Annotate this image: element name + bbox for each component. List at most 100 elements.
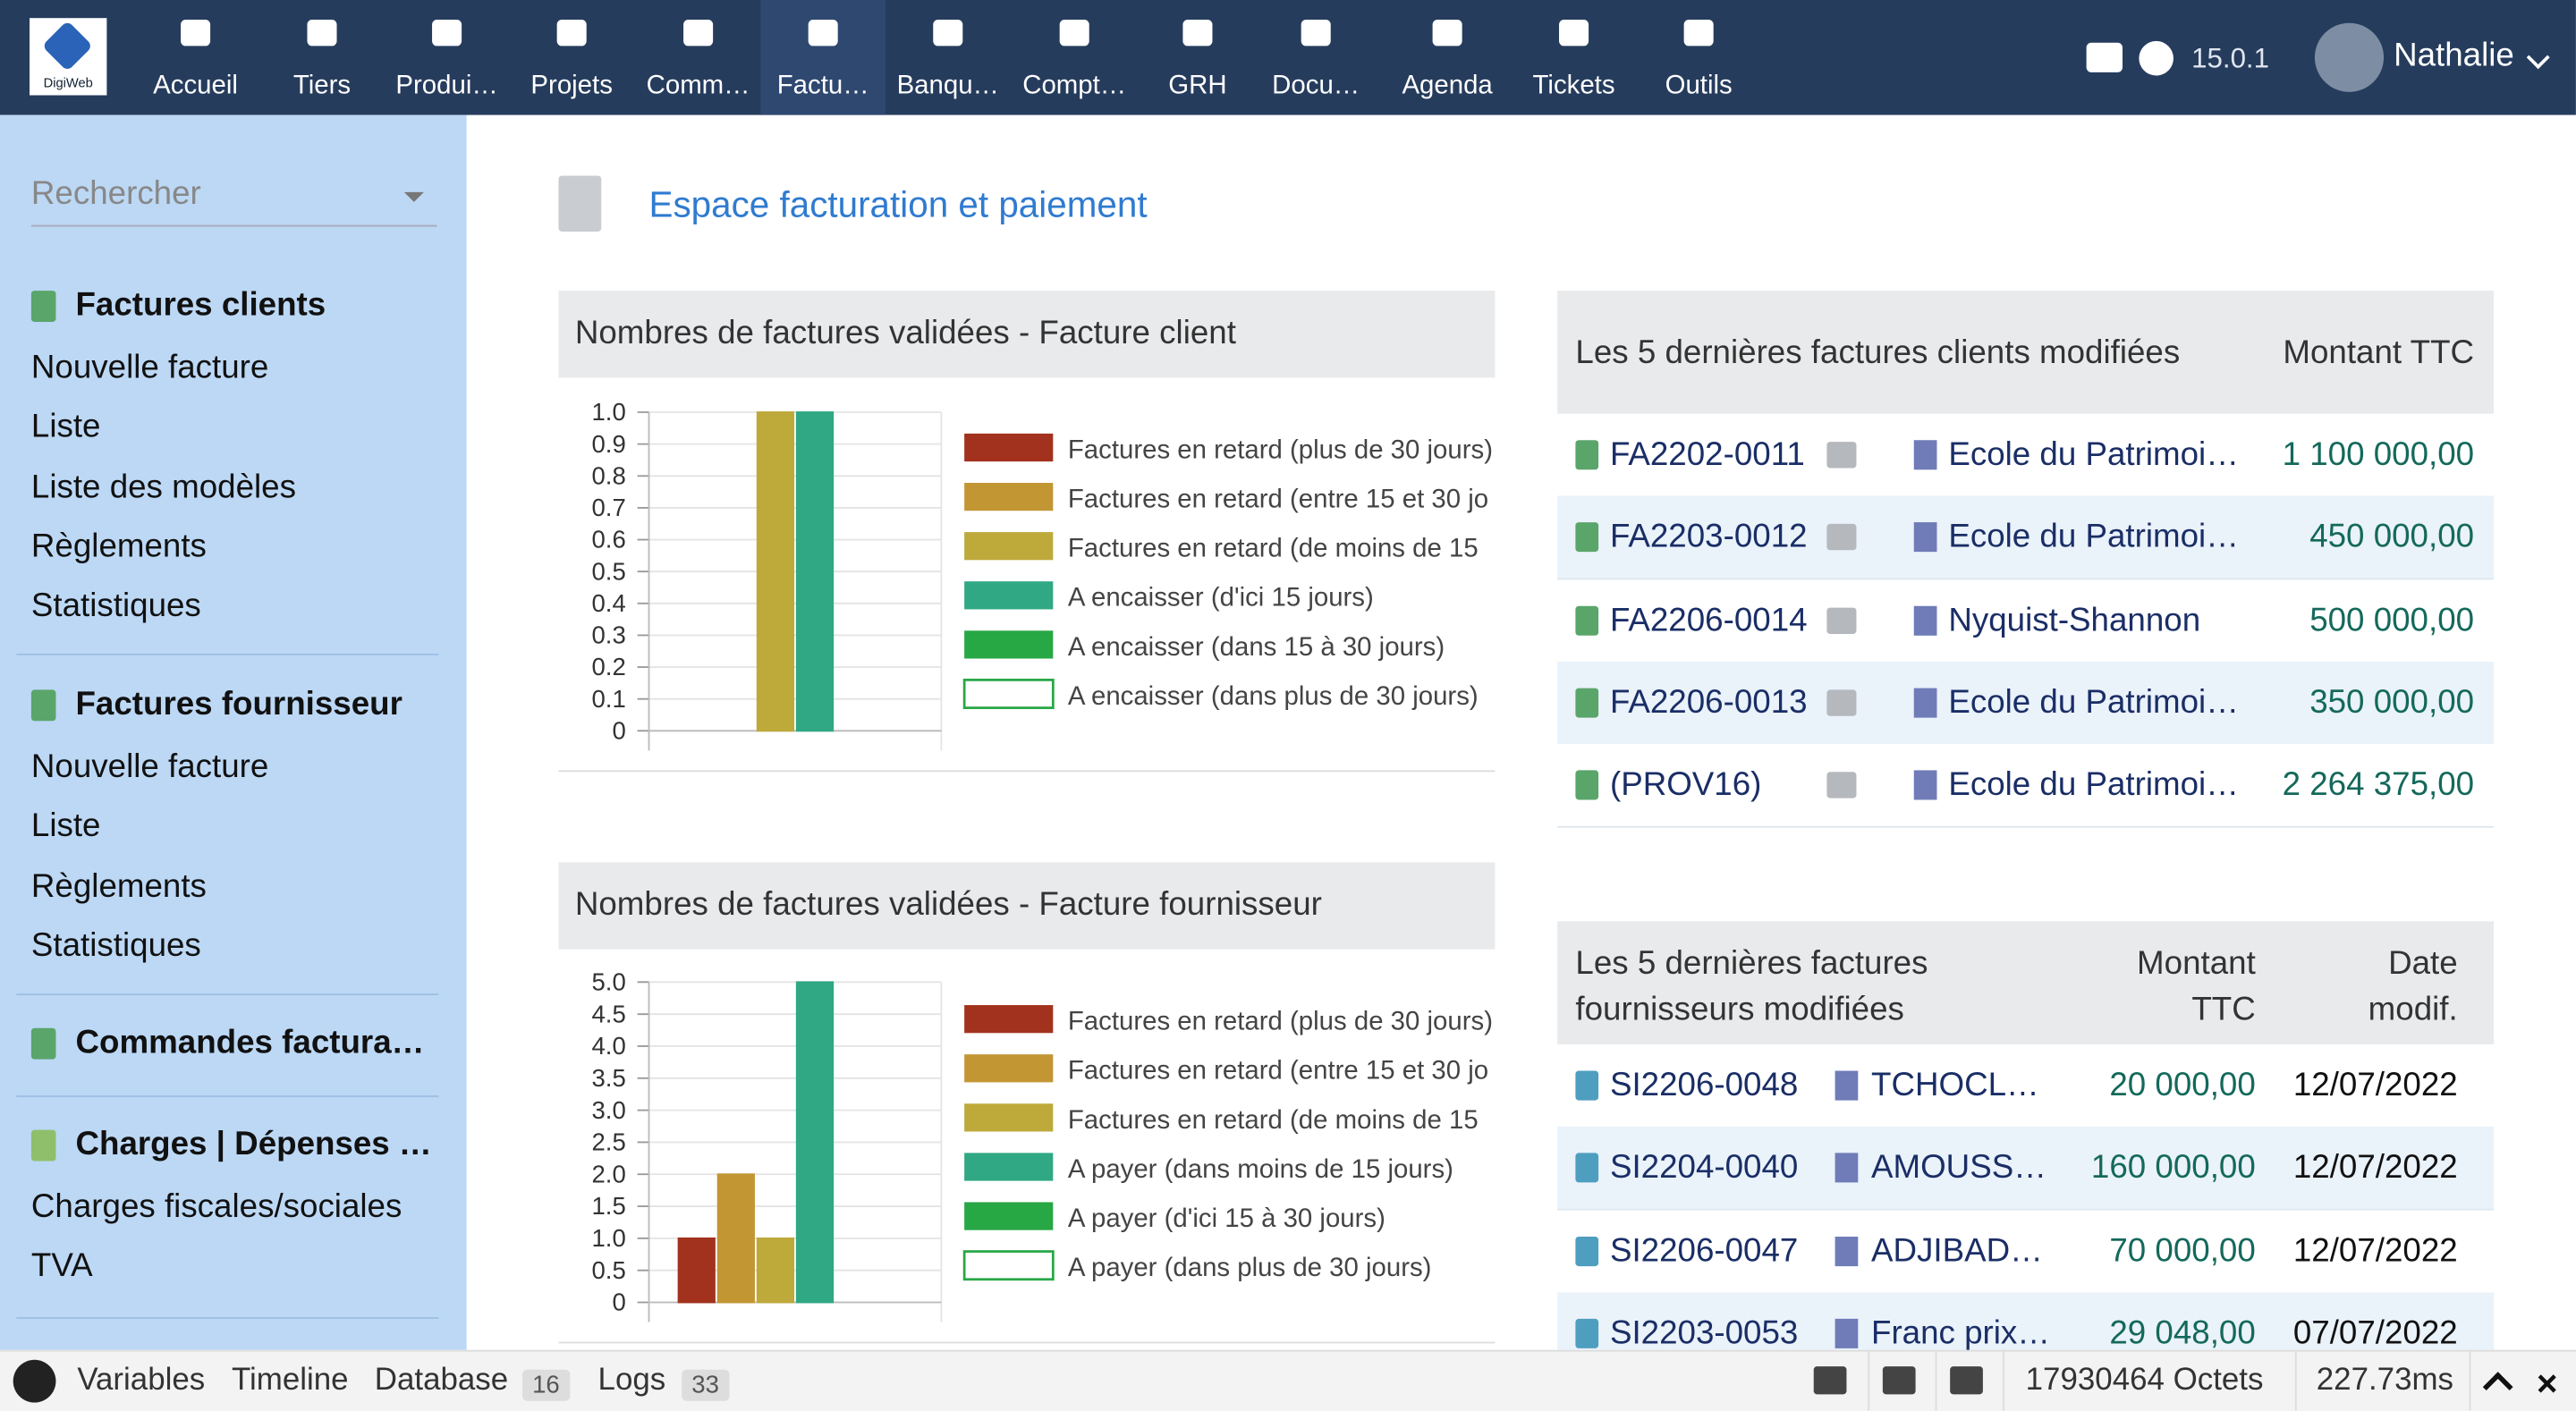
company-name[interactable]: ADJIBAD… [1871,1232,2043,1270]
menu-link[interactable]: Statistiques [30,587,201,625]
bar [795,981,835,1304]
logo[interactable]: DigiWeb [30,18,107,96]
debug-separator [2002,1349,2004,1411]
bar [677,1237,716,1304]
download-icon[interactable] [1826,524,1857,551]
menu-item[interactable]: Compt… [1022,72,1127,101]
chart-header [558,862,1496,950]
company-name[interactable]: TCHOCL… [1871,1067,2039,1104]
company-name[interactable]: Nyquist-Shannon [1948,602,2201,638]
legend-swatch [964,1153,1054,1181]
download-icon[interactable] [1826,689,1857,716]
menu-link[interactable]: Règlements [30,867,207,905]
menu-item[interactable]: Factu… [776,72,869,101]
user-name[interactable]: Nathalie [2394,38,2514,74]
company-name[interactable]: Franc prix… [1871,1314,2051,1352]
company-name[interactable]: Ecole du Patrimoi… [1948,436,2239,473]
section-title[interactable]: Commandes factura… [75,1025,425,1061]
invoice-ref[interactable]: FA2206-0013 [1609,684,1808,722]
menu-link[interactable]: Nouvelle facture [30,350,269,386]
menu-link[interactable]: TVA [30,1248,93,1285]
invoice-ref[interactable]: SI2203-0053 [1609,1314,1799,1352]
download-icon[interactable] [1826,772,1857,798]
debug-tab[interactable]: Database [374,1363,509,1398]
y-tick-label: 0.3 [591,621,625,649]
menu-link[interactable]: Liste des modèles [30,469,296,505]
debug-icon[interactable] [1882,1366,1916,1395]
debug-icon[interactable] [1950,1366,1983,1395]
menu-link[interactable]: Statistiques [30,927,201,964]
table-header [1557,921,2495,1045]
amount: 70 000,00 [2109,1232,2256,1270]
company-name[interactable]: Ecole du Patrimoi… [1948,519,2239,556]
menu-item[interactable]: Produi… [395,72,498,101]
menu-item[interactable]: Agenda [1402,72,1493,101]
menu-link[interactable]: Charges fiscales/sociales [30,1188,402,1226]
debug-tab[interactable]: Timeline [231,1363,349,1398]
company-icon [1913,688,1937,718]
menu-item[interactable]: Projets [530,72,613,101]
menu-link[interactable]: Liste [30,808,101,845]
search-input[interactable]: Rechercher [30,176,437,227]
download-icon[interactable] [1826,606,1857,634]
logo-mark [41,20,93,72]
legend-swatch [962,1250,1055,1281]
print-icon[interactable] [2086,42,2123,72]
y-tick-label: 3.5 [591,1064,625,1092]
legend-label: A payer (dans plus de 30 jours) [1068,1253,1432,1282]
chart-panel [558,291,1496,773]
section-title[interactable]: Factures fournisseur [75,686,402,723]
badge: 16 [522,1369,570,1401]
invoice-ref[interactable]: FA2202-0011 [1609,436,1805,473]
section-icon [30,1027,56,1060]
menu-item[interactable]: Banqu… [896,72,999,101]
download-icon[interactable] [1826,442,1857,469]
y-tick-label: 2.5 [591,1128,625,1156]
y-tick-label: 0.9 [591,430,625,458]
invoice-icon [1575,1153,1599,1183]
company-icon [1913,604,1937,636]
page-title[interactable]: Espace facturation et paiement [648,183,1148,225]
debug-tab[interactable]: Logs [597,1363,666,1398]
menu-item[interactable]: Accueil [153,72,238,101]
invoice-ref[interactable]: FA2206-0014 [1609,602,1808,638]
y-tick-label: 1.5 [591,1192,625,1220]
menu-item[interactable]: Outils [1665,72,1733,101]
avatar[interactable] [2314,22,2385,92]
menu-icon [683,20,714,46]
help-icon[interactable] [2139,40,2174,76]
legend-label: A encaisser (dans 15 à 30 jours) [1068,632,1445,662]
menu-link[interactable]: Nouvelle facture [30,748,269,785]
menu-link[interactable]: Règlements [30,528,207,565]
legend-label: Factures en retard (de moins de 15 [1068,1105,1479,1135]
menu-link[interactable]: Liste [30,409,101,446]
close-button[interactable]: × [2536,1363,2558,1405]
menu-active [760,0,886,115]
invoice-ref[interactable]: SI2204-0040 [1609,1150,1799,1187]
company-name[interactable]: Ecole du Patrimoi… [1948,684,2239,722]
section-title[interactable]: Factures clients [75,287,326,324]
company-name[interactable]: Ecole du Patrimoi… [1948,767,2239,804]
menu-item[interactable]: Comm… [646,72,750,101]
invoice-ref[interactable]: SI2206-0047 [1609,1232,1799,1270]
menu-item[interactable]: Tiers [292,72,352,101]
company-name[interactable]: AMOUSS… [1871,1150,2046,1187]
amount: 29 048,00 [2109,1314,2256,1352]
invoice-ref[interactable]: SI2206-0048 [1609,1067,1799,1104]
date: 07/07/2022 [2292,1314,2458,1352]
invoice-ref[interactable]: FA2203-0012 [1609,519,1808,556]
debug-tab[interactable]: Variables [77,1363,206,1398]
invoice-icon [1575,440,1599,470]
table-row [1557,744,2495,829]
menu-item[interactable]: Docu… [1272,72,1360,101]
y-tick-label: 0 [612,717,625,745]
y-tick-label: 5.0 [591,968,625,996]
menu-item[interactable]: GRH [1168,72,1227,101]
debug-icon[interactable] [1813,1366,1847,1395]
y-tick-label: 0.5 [591,1256,625,1284]
menu-item[interactable]: Tickets [1532,72,1615,101]
section-title[interactable]: Charges | Dépenses … [75,1126,432,1163]
invoice-ref[interactable]: (PROV16) [1609,767,1762,804]
